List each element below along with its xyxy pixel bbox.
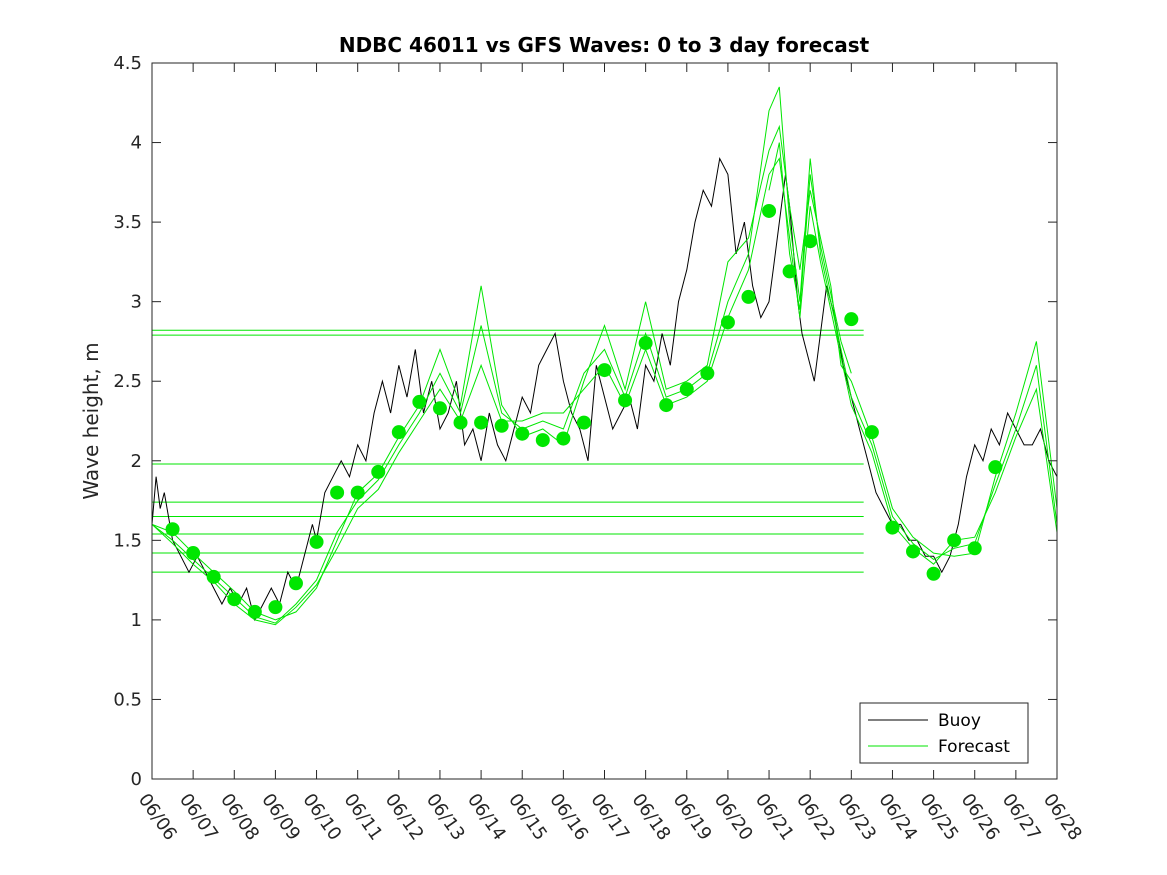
forecast-point [494, 418, 509, 433]
forecast-point [638, 336, 653, 351]
forecast-point [412, 394, 427, 409]
x-tick-label: 06/23 [833, 790, 880, 845]
forecast-point [309, 534, 324, 549]
forecast-point [844, 312, 859, 327]
forecast-point [515, 426, 530, 441]
forecast-point [330, 485, 345, 500]
forecast-point [864, 425, 879, 440]
x-tick-label: 06/16 [545, 790, 592, 845]
forecast-point [926, 566, 941, 581]
buoy-line [151, 156, 1058, 622]
y-tick-label: 0 [131, 769, 142, 790]
forecast-point [288, 576, 303, 591]
forecast-point [165, 522, 180, 537]
chart-title: NDBC 46011 vs GFS Waves: 0 to 3 day fore… [339, 33, 870, 57]
x-tick-label: 06/18 [628, 790, 675, 845]
forecast-point [988, 460, 1003, 475]
x-tick-label: 06/20 [710, 790, 757, 845]
forecast-point [535, 433, 550, 448]
forecast-point [576, 415, 591, 430]
forecast-series [151, 86, 1058, 626]
forecast-points [165, 203, 1003, 619]
legend-forecast-label: Forecast [938, 737, 1010, 757]
legend-box [859, 702, 1029, 764]
x-tick-label: 06/21 [751, 790, 798, 845]
y-tick-label: 2 [131, 451, 142, 472]
forecast-point [432, 401, 447, 416]
x-tick-label: 06/09 [257, 790, 304, 845]
forecast-line-2 [151, 157, 1058, 626]
forecast-point [679, 382, 694, 397]
x-tick-label: 06/07 [175, 790, 222, 845]
y-tick-label: 0.5 [113, 689, 142, 710]
forecast-point [227, 592, 242, 607]
x-tick-label: 06/17 [586, 790, 633, 845]
forecast-point [762, 203, 777, 218]
forecast-point [782, 264, 797, 279]
forecast-point [371, 464, 386, 479]
forecast-line-3 [768, 142, 852, 374]
x-tick-label: 06/26 [957, 790, 1004, 845]
forecast-point [247, 604, 262, 619]
forecast-point [350, 485, 365, 500]
axes-box [151, 62, 1058, 780]
y-tick-label: 4 [131, 133, 142, 154]
x-tick-label: 06/27 [998, 790, 1045, 845]
forecast-point [967, 541, 982, 556]
axes [151, 62, 1058, 780]
forecast-point [803, 234, 818, 249]
forecast-point [906, 544, 921, 559]
y-tick-label: 1 [131, 610, 142, 631]
x-tick-labels: 06/0606/0706/0806/0906/1006/1106/1206/13… [134, 790, 1086, 845]
y-tick-label: 3 [131, 292, 142, 313]
x-tick-label: 06/12 [381, 790, 428, 845]
forecast-point [947, 533, 962, 548]
x-tick-label: 06/10 [298, 790, 345, 845]
x-tick-label: 06/11 [340, 790, 387, 845]
forecast-point [206, 569, 221, 584]
forecast-point [453, 415, 468, 430]
forecast-line-1 [151, 86, 1058, 624]
forecast-point [186, 546, 201, 561]
x-tick-label: 06/19 [669, 790, 716, 845]
forecast-point [474, 415, 489, 430]
forecast-point [556, 431, 571, 446]
forecast-point [597, 363, 612, 378]
forecast-point [741, 289, 756, 304]
forecast-horizontal-lines [152, 329, 864, 573]
x-tick-label: 06/08 [216, 790, 263, 845]
forecast-point [618, 393, 633, 408]
y-tick-label: 4.5 [113, 53, 142, 74]
forecast-line-0 [151, 124, 1058, 621]
buoy-series [151, 156, 1058, 622]
forecast-point [720, 315, 735, 330]
x-tick-label: 06/24 [874, 790, 921, 845]
forecast-point [268, 600, 283, 615]
x-tick-label: 06/06 [134, 790, 181, 845]
x-tick-label: 06/15 [504, 790, 551, 845]
y-tick-label: 1.5 [113, 530, 142, 551]
x-tick-label: 06/14 [463, 790, 510, 845]
forecast-point [391, 425, 406, 440]
x-tick-label: 06/13 [422, 790, 469, 845]
x-tick-label: 06/22 [792, 790, 839, 845]
y-axis-label: Wave height, m [79, 342, 103, 499]
forecast-point [659, 398, 674, 413]
y-tick-label: 3.5 [113, 212, 142, 233]
x-tick-label: 06/25 [915, 790, 962, 845]
forecast-point [885, 520, 900, 535]
y-tick-label: 2.5 [113, 371, 142, 392]
y-tick-labels: 0 0.5 1 1.5 2 2.5 3 3.5 4 4.5 [113, 53, 142, 790]
forecast-point [700, 366, 715, 381]
legend: Buoy Forecast [859, 702, 1029, 764]
legend-buoy-label: Buoy [938, 711, 981, 731]
x-tick-label: 06/28 [1039, 790, 1086, 845]
